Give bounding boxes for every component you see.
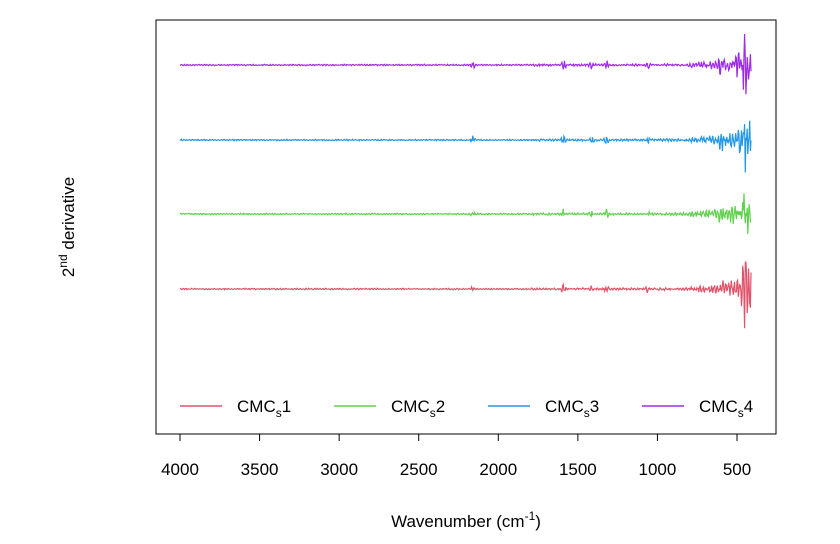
plot-frame	[155, 19, 777, 435]
legend-label-cmcs4: CMCs4	[699, 397, 753, 420]
x-tick-label: 1000	[639, 460, 677, 479]
legend-label-cmcs2: CMCs2	[391, 397, 445, 420]
series-group	[179, 33, 752, 329]
x-tick-label: 3500	[241, 460, 279, 479]
x-tick-label: 2000	[479, 460, 517, 479]
x-axis: 4000 3500 3000 2500 2000 1500 1000 500	[161, 433, 751, 479]
legend-label-cmcs3: CMCs3	[545, 397, 599, 420]
x-tick-label: 3000	[320, 460, 358, 479]
x-tick-label: 1500	[559, 460, 597, 479]
y-axis-title-superscript: nd	[56, 254, 70, 267]
legend-label-cmcs1: CMCs1	[237, 397, 291, 420]
series-line-cmcs1	[179, 261, 752, 329]
x-tick-label: 2500	[400, 460, 438, 479]
x-axis-title: Wavenumber (cm-1)	[391, 509, 541, 531]
x-tick-label: 4000	[161, 460, 199, 479]
series-line-cmcs4	[179, 33, 752, 95]
y-axis-title: 2nd derivative	[56, 177, 78, 277]
legend: CMCs1 CMCs2 CMCs3 CMCs4	[180, 397, 753, 420]
series-line-cmcs2	[179, 193, 752, 234]
series-line-cmcs3	[179, 120, 752, 173]
x-tick-label: 500	[723, 460, 751, 479]
x-axis-title-superscript: -1	[525, 509, 536, 523]
